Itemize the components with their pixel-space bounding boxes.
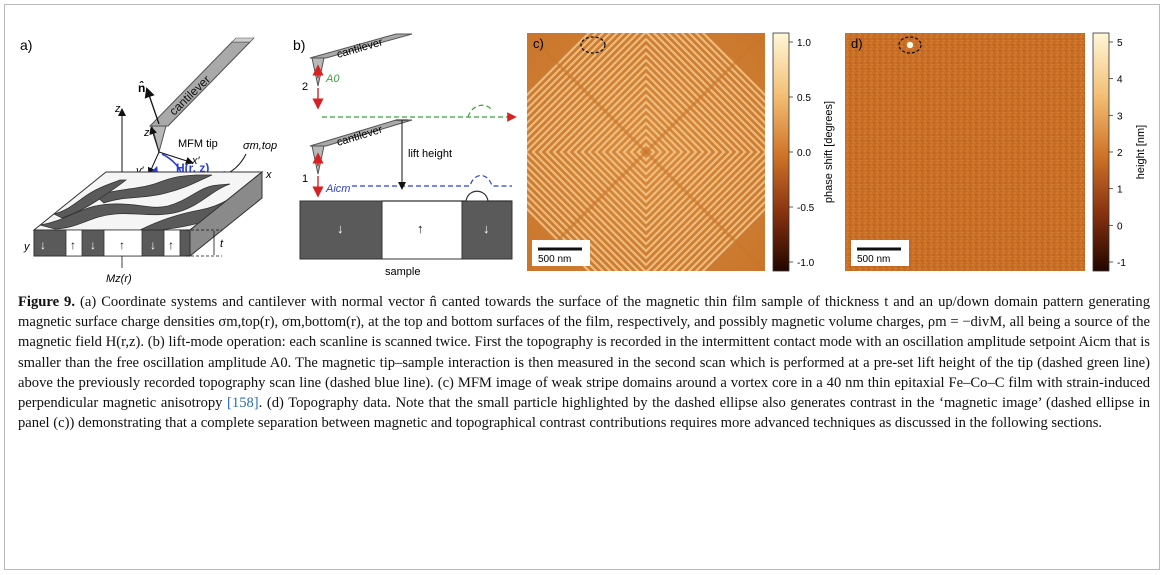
- figure-caption: Figure 9. (a) Coordinate systems and can…: [18, 292, 1150, 433]
- stripe: [527, 33, 765, 271]
- sample-domain-middle: [381, 200, 463, 260]
- stripe: [527, 33, 765, 271]
- stripe: [594, 100, 698, 204]
- stripe: [527, 33, 765, 271]
- dashed-ellipse-c: [580, 36, 606, 54]
- domain-arrow: ↑: [168, 238, 174, 252]
- particle: [906, 41, 914, 49]
- colorbar-tick-label: 0.5: [797, 93, 811, 104]
- axis-xp-label: x′: [191, 155, 201, 167]
- a0-label: A0: [325, 73, 340, 85]
- scan-2-label: 2: [302, 81, 308, 93]
- colorbar-tick-label: 1: [1117, 185, 1123, 196]
- colorbar-tick-label: -1: [1117, 258, 1126, 269]
- sigma-top-label: σm,top: [243, 140, 277, 152]
- normal-vector-label: n̂: [138, 80, 145, 95]
- domain-arrow: ↑: [119, 238, 125, 252]
- colorbar-tick-label: 5: [1117, 38, 1123, 49]
- panel-a: a) cantilever n̂ MFM tip z′ x′ y′ z H(r,…: [20, 37, 277, 285]
- panel-c: c) 500 nm 1.0 0.5 0.0 -0.5 -1.0 phase shift …: [527, 32, 835, 272]
- figure-label: Figure 9.: [18, 294, 76, 310]
- stripe: [527, 33, 765, 271]
- scan-1-label: 1: [302, 173, 308, 185]
- axis-yp-label: y′: [135, 165, 145, 177]
- panel-a-label: a): [20, 37, 32, 53]
- panel-c-label: c): [533, 36, 544, 51]
- stripe: [622, 128, 670, 176]
- stripe: [527, 33, 765, 271]
- cantilever-b-bottom-label: cantilever: [335, 124, 384, 149]
- topography-image: [845, 33, 1085, 271]
- caption-text-2: . (d) Topography data. Note that the sma…: [18, 395, 1150, 432]
- stripe: [527, 33, 765, 271]
- colorbar-tick-label: 1.0: [797, 38, 811, 49]
- colorbar-tick-label: 3: [1117, 111, 1123, 122]
- stripe: [580, 86, 712, 218]
- mfm-tip: [151, 125, 167, 154]
- mfm-tip-label: MFM tip: [178, 138, 218, 150]
- axis-z-label: z: [114, 103, 121, 115]
- colorbar-tick-label: 0: [1117, 221, 1123, 232]
- domain-arrow: ↓: [150, 238, 156, 252]
- domain-arrow: ↓: [40, 238, 46, 252]
- colorbar-tick-label: -1.0: [797, 258, 815, 269]
- colorbar-c-label: phase shift [degrees]: [823, 101, 835, 203]
- domain-arrow: ↓: [483, 221, 490, 236]
- thickness-label: t: [220, 238, 224, 250]
- panel-d: d) 500 nm 5 4 3 2 1 0 -1 height [nm]: [845, 32, 1147, 272]
- stripe: [538, 44, 754, 260]
- domain-arrow: ↓: [90, 238, 96, 252]
- scalebar-c-label: 500 nm: [538, 254, 571, 265]
- stripe-domains: [527, 33, 765, 271]
- colorbar-c: [772, 32, 790, 272]
- colorbar-d-label: height [nm]: [1135, 125, 1147, 179]
- citation-link[interactable]: [158]: [227, 395, 259, 412]
- axis-y-label: y: [23, 241, 31, 253]
- caption-text-1: (a) Coordinate systems and cantilever wi…: [18, 294, 1150, 412]
- figure-panels: a) cantilever n̂ MFM tip z′ x′ y′ z H(r,…: [20, 32, 1147, 285]
- stripe: [573, 79, 719, 225]
- stripe: [566, 72, 726, 232]
- mz-label: Mz(r): [106, 273, 132, 285]
- axis-x-label: x: [265, 169, 272, 181]
- colorbar-tick-label: 2: [1117, 148, 1123, 159]
- sample-label: sample: [385, 266, 420, 278]
- sample-domain-left: [299, 200, 383, 260]
- lift-height-label: lift height: [408, 148, 452, 160]
- stripe: [587, 93, 705, 211]
- scalebar-d: [851, 240, 909, 266]
- stripe: [531, 37, 761, 267]
- domain-arrow: ↑: [70, 238, 76, 252]
- colorbar-tick-label: -0.5: [797, 203, 815, 214]
- panel-b: b) cantilever 2 A0 cantilever 1 Aicm lif…: [293, 33, 517, 278]
- stripe: [629, 135, 663, 169]
- stripe: [559, 65, 733, 239]
- cantilever-a-label: cantilever: [166, 72, 213, 118]
- colorbar-d: [1092, 32, 1110, 272]
- scalebar-d-label: 500 nm: [857, 254, 890, 265]
- axis-zp-label: z′: [143, 127, 153, 139]
- stripe: [636, 142, 656, 162]
- dashed-ellipse-d: [898, 36, 922, 54]
- cantilever-b-top-label: cantilever: [336, 36, 385, 61]
- colorbar-tick-label: 0.0: [797, 148, 811, 159]
- stripe: [527, 33, 765, 271]
- stripe: [601, 107, 691, 197]
- stripe: [527, 33, 765, 271]
- domain-arrow: ↓: [337, 221, 344, 236]
- stripe: [615, 121, 677, 183]
- sample-domain-right: [461, 200, 513, 260]
- panel-d-label: d): [851, 36, 863, 51]
- panel-b-label: b): [293, 37, 305, 53]
- scalebar-c: [532, 240, 590, 266]
- colorbar-tick-label: 4: [1117, 75, 1123, 86]
- vortex-seam: [527, 33, 765, 271]
- domain-arrow: ↑: [417, 221, 424, 236]
- stripe: [552, 58, 740, 246]
- stripe: [527, 33, 765, 271]
- aicm-label: Aicm: [325, 183, 350, 195]
- stripe: [545, 51, 747, 253]
- stripe: [608, 114, 684, 190]
